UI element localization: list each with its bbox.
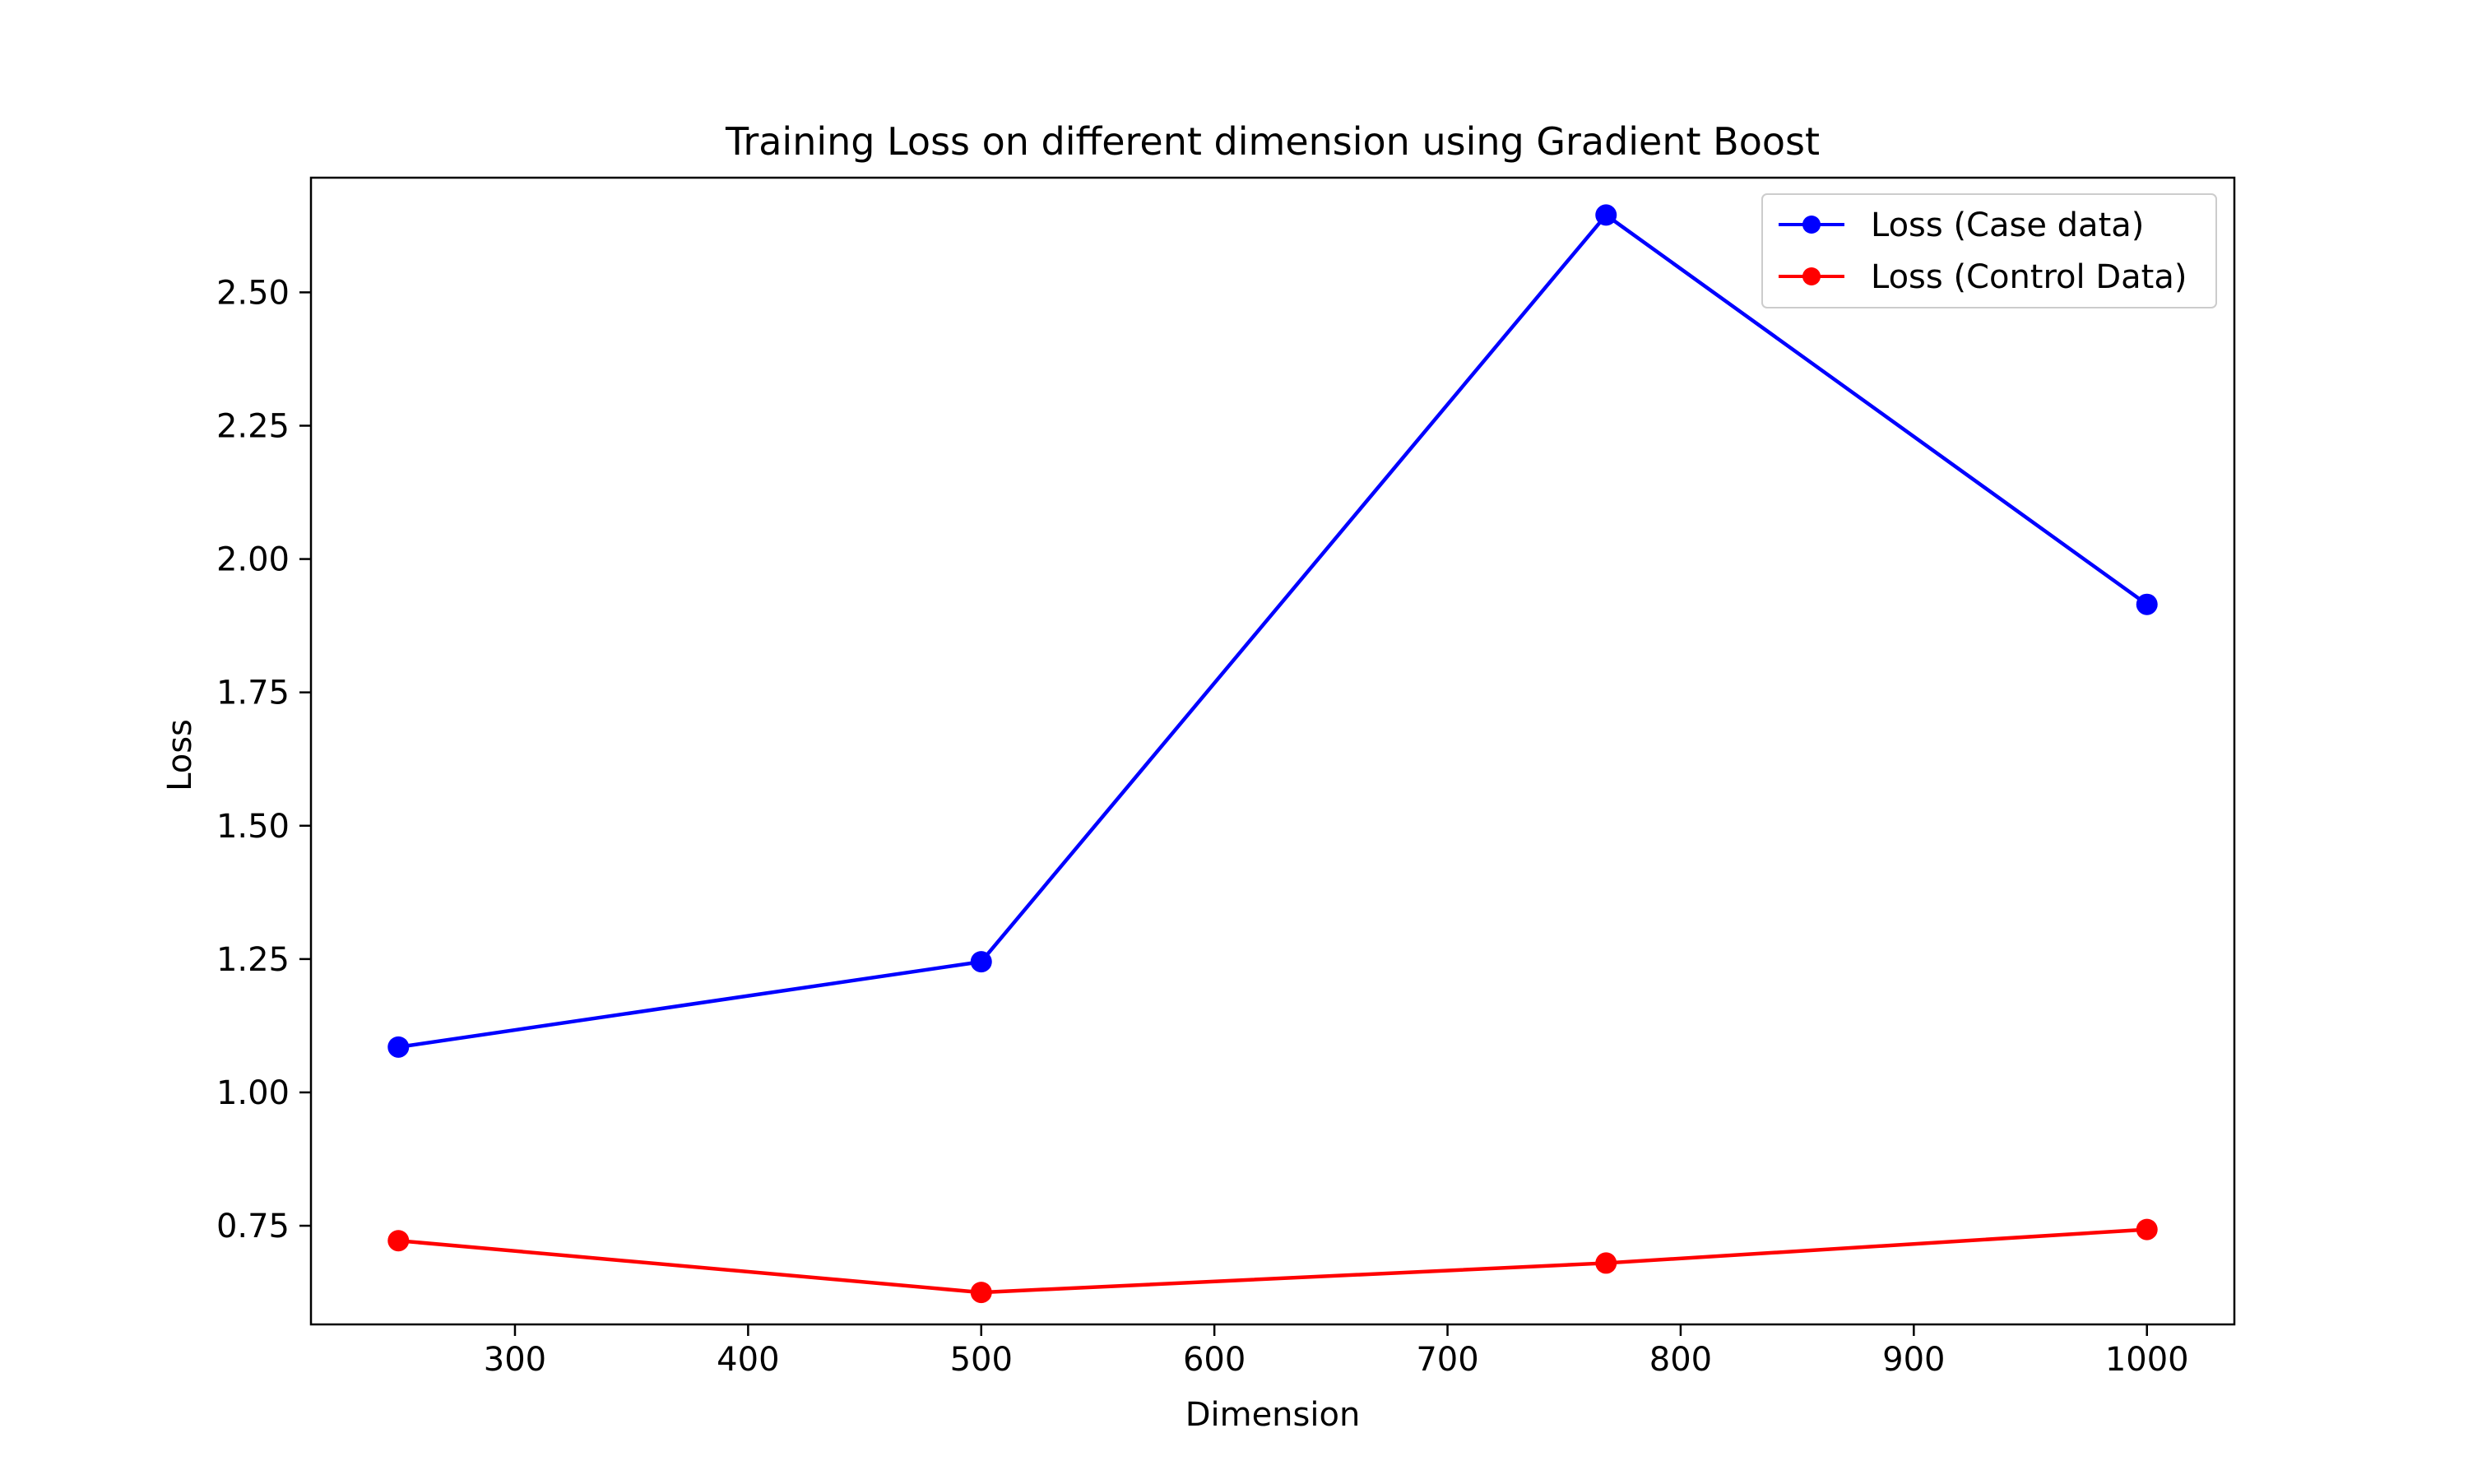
series-line bbox=[397, 213, 2149, 1050]
data-point bbox=[2136, 593, 2158, 615]
y-axis: 0.75 1.00 1.25 1.50 1.75 2.00 2.25 2.50 bbox=[216, 274, 311, 1245]
y-axis-label: Loss bbox=[161, 719, 199, 791]
data-point bbox=[2136, 1218, 2158, 1241]
legend-box bbox=[1761, 193, 2217, 308]
data-point bbox=[387, 1036, 410, 1058]
series-line bbox=[398, 1227, 2147, 1295]
legend-label-control: Loss (Control Data) bbox=[1871, 258, 2187, 296]
legend-marker-case bbox=[1802, 216, 1821, 234]
legend-marker-control bbox=[1802, 267, 1821, 285]
x-axis: 300 400 500 600 700 800 900 1000 bbox=[484, 1324, 2189, 1379]
series-layer bbox=[387, 204, 2158, 1304]
y-tick-label: 0.75 bbox=[216, 1208, 290, 1245]
legend-label-case: Loss (Case data) bbox=[1871, 206, 2144, 244]
y-tick-label: 1.75 bbox=[216, 675, 290, 712]
data-point bbox=[970, 1282, 992, 1304]
data-point bbox=[1595, 204, 1617, 226]
x-tick-label: 700 bbox=[1416, 1341, 1478, 1379]
x-tick-label: 1000 bbox=[2105, 1341, 2189, 1379]
y-tick-label: 1.25 bbox=[216, 941, 290, 979]
y-tick-label: 2.50 bbox=[216, 274, 290, 312]
chart-title: Training Loss on different dimension usi… bbox=[725, 119, 1820, 164]
legend: Loss (Case data) Loss (Control Data) bbox=[1761, 193, 2217, 308]
data-point bbox=[1595, 1252, 1617, 1274]
y-tick-label: 2.00 bbox=[216, 541, 290, 579]
plot-frame bbox=[309, 176, 2236, 1326]
x-axis-label: Dimension bbox=[1185, 1396, 1361, 1434]
y-tick-label: 2.25 bbox=[216, 407, 290, 445]
data-point bbox=[387, 1230, 410, 1252]
y-tick-label: 1.00 bbox=[216, 1074, 290, 1112]
x-tick-label: 500 bbox=[950, 1341, 1013, 1379]
series-1 bbox=[387, 1218, 2158, 1304]
x-tick-label: 400 bbox=[717, 1341, 779, 1379]
x-tick-label: 300 bbox=[484, 1341, 546, 1379]
y-tick-label: 1.50 bbox=[216, 808, 290, 846]
series-0 bbox=[387, 204, 2158, 1058]
x-tick-label: 800 bbox=[1649, 1341, 1712, 1379]
data-point bbox=[970, 951, 992, 973]
x-tick-label: 900 bbox=[1882, 1341, 1945, 1379]
x-tick-label: 600 bbox=[1183, 1341, 1246, 1379]
